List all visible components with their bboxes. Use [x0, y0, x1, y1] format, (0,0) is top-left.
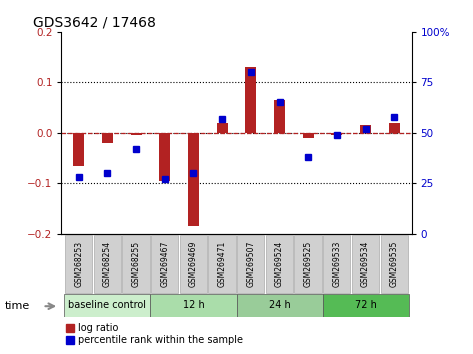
Bar	[274, 100, 285, 133]
Text: GSM268254: GSM268254	[103, 241, 112, 287]
FancyBboxPatch shape	[352, 235, 379, 293]
Bar	[332, 133, 342, 135]
FancyBboxPatch shape	[180, 235, 207, 293]
Text: GSM269525: GSM269525	[304, 241, 313, 287]
Text: GSM269471: GSM269471	[218, 241, 227, 287]
Text: GSM269534: GSM269534	[361, 240, 370, 287]
Bar	[303, 133, 314, 138]
Bar	[159, 133, 170, 181]
Text: 24 h: 24 h	[269, 300, 290, 310]
Text: GDS3642 / 17468: GDS3642 / 17468	[34, 15, 157, 29]
FancyBboxPatch shape	[94, 235, 121, 293]
Text: GSM269469: GSM269469	[189, 240, 198, 287]
Bar	[102, 133, 113, 143]
Text: GSM268255: GSM268255	[131, 241, 140, 287]
FancyBboxPatch shape	[323, 235, 350, 293]
FancyBboxPatch shape	[380, 235, 408, 293]
Text: 72 h: 72 h	[355, 300, 377, 310]
Bar	[360, 125, 371, 133]
Text: GSM269535: GSM269535	[390, 240, 399, 287]
Text: GSM269507: GSM269507	[246, 240, 255, 287]
Text: GSM269524: GSM269524	[275, 241, 284, 287]
FancyBboxPatch shape	[236, 294, 323, 317]
FancyBboxPatch shape	[323, 294, 409, 317]
FancyBboxPatch shape	[150, 294, 236, 317]
FancyBboxPatch shape	[65, 235, 92, 293]
FancyBboxPatch shape	[266, 235, 293, 293]
Bar	[73, 133, 84, 166]
Bar	[188, 133, 199, 226]
Text: GSM269467: GSM269467	[160, 240, 169, 287]
FancyBboxPatch shape	[295, 235, 322, 293]
FancyBboxPatch shape	[209, 235, 236, 293]
Legend: log ratio, percentile rank within the sample: log ratio, percentile rank within the sa…	[66, 324, 243, 346]
Text: baseline control: baseline control	[69, 300, 147, 310]
Bar	[389, 123, 400, 133]
Bar	[131, 133, 141, 135]
Text: 12 h: 12 h	[183, 300, 204, 310]
Text: time: time	[5, 301, 30, 311]
Bar	[217, 123, 228, 133]
Text: GSM268253: GSM268253	[74, 241, 83, 287]
FancyBboxPatch shape	[64, 294, 150, 317]
FancyBboxPatch shape	[237, 235, 264, 293]
FancyBboxPatch shape	[123, 235, 149, 293]
Text: GSM269533: GSM269533	[333, 240, 342, 287]
Bar	[245, 67, 256, 133]
FancyBboxPatch shape	[151, 235, 178, 293]
